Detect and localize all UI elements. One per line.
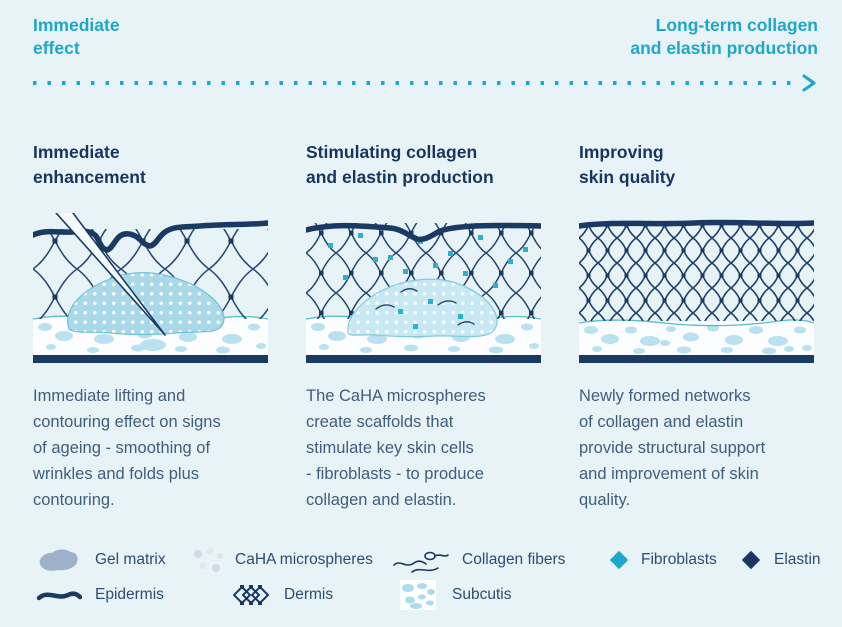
skin-diagram-stage-3 [579, 219, 814, 363]
legend-item-dermis: Dermis [233, 580, 333, 610]
skin-diagram-stage-2 [306, 222, 541, 363]
legend-item-caha-microspheres: CaHA microspheres [190, 545, 373, 575]
needle-icon [55, 213, 166, 336]
stage-2-title: Stimulating collagen and elastin product… [306, 142, 494, 187]
skin-diagram-stage-1 [33, 213, 268, 363]
stage-1-column: Immediate enhancement [33, 140, 268, 513]
legend-label: Gel matrix [95, 551, 166, 568]
legend-label: Subcutis [452, 586, 512, 603]
stages-row: Immediate enhancement [33, 140, 842, 513]
stage-3-description: Newly formed networks of collagen and el… [579, 387, 766, 509]
timeline-dotted-line [33, 81, 796, 85]
collagen-fibers-icon [393, 551, 449, 573]
legend-item-gel-matrix: Gel matrix [36, 545, 166, 575]
fibroblast-icon [609, 550, 629, 570]
stage-2-column: Stimulating collagen and elastin product… [306, 140, 541, 513]
legend-item-epidermis: Epidermis [36, 580, 164, 610]
legend-label: Dermis [284, 586, 334, 603]
timeline-track [33, 74, 818, 92]
subcutis-icon [400, 580, 436, 610]
legend-item-elastin: Elastin [741, 545, 821, 575]
legend-item-collagen-fibers: Collagen fibers [392, 545, 565, 575]
dermis-icon [233, 585, 269, 605]
timeline-end-label: Long-term collagen and elastin productio… [630, 15, 818, 58]
stage-1-title: Immediate enhancement [33, 142, 146, 187]
legend-label: Epidermis [95, 586, 164, 603]
epidermis-icon [36, 591, 82, 601]
arrow-right-icon [802, 74, 816, 92]
legend-label: Fibroblasts [641, 551, 717, 568]
gel-matrix-icon [39, 549, 78, 571]
legend-label: Elastin [774, 551, 821, 568]
legend-label: Collagen fibers [462, 551, 566, 568]
timeline-start-label: Immediate effect [33, 15, 120, 58]
caha-microspheres-icon [194, 547, 223, 572]
stage-3-column: Improving skin quality [579, 140, 814, 513]
stage-1-description: Immediate lifting and contouring effect … [33, 387, 221, 509]
legend-label: CaHA microspheres [235, 551, 373, 568]
legend-item-subcutis: Subcutis [400, 580, 511, 610]
stage-2-description: The CaHA microspheres create scaffolds t… [306, 387, 486, 509]
elastin-icon [741, 550, 761, 570]
timeline-header: Immediate effect Long-term collagen and … [0, 0, 842, 60]
stage-3-title: Improving skin quality [579, 142, 676, 187]
legend-item-fibroblasts: Fibroblasts [609, 545, 717, 575]
